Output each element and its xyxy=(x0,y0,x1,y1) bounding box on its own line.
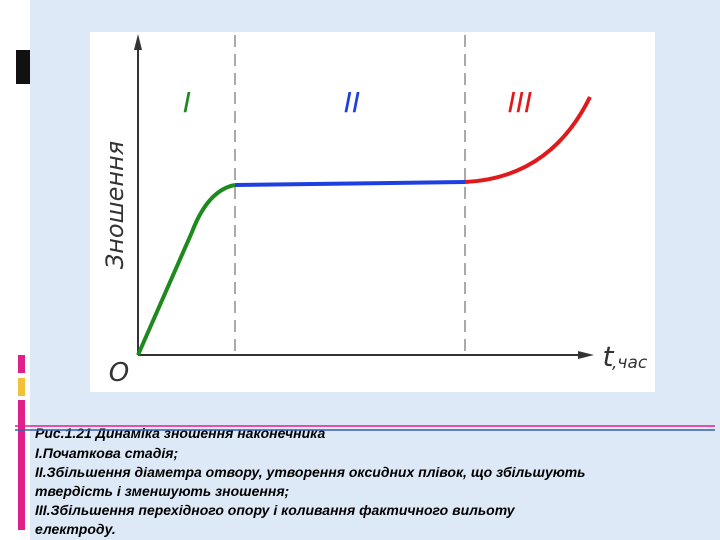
decor-square xyxy=(18,355,25,373)
caption-line: ІІІ.Збільшення перехідного опору і колив… xyxy=(35,502,516,518)
caption-line: електроду. xyxy=(35,521,116,537)
x-axis-label: t xyxy=(603,340,615,373)
caption-line: І.Початкова стадія; xyxy=(35,445,178,461)
origin-label: O xyxy=(109,358,129,388)
x-arrow xyxy=(578,351,594,359)
decor-square xyxy=(18,378,25,396)
stage-label: II xyxy=(344,86,361,119)
y-arrow xyxy=(134,34,142,50)
stage-2-curve xyxy=(234,180,466,187)
stage-label: III xyxy=(508,86,533,119)
stage-3-curve xyxy=(464,96,592,184)
figure-box xyxy=(90,32,655,392)
decor-block xyxy=(16,50,30,84)
stage-label: I xyxy=(183,86,191,119)
x-axis-unit: ,час xyxy=(612,353,648,373)
caption-line: твердість і зменшують зношення; xyxy=(35,483,289,499)
y-axis-label: Зношення xyxy=(101,141,129,269)
stage-1-curve xyxy=(136,183,236,356)
caption-line: Рис.1.21 Динаміка зношення наконечника xyxy=(35,425,325,441)
decor-bar xyxy=(18,400,25,530)
caption-line: ІІ.Збільшення діаметра отвору, утворення… xyxy=(35,464,585,480)
caption: Рис.1.21 Динаміка зношення наконечника І… xyxy=(35,425,585,537)
